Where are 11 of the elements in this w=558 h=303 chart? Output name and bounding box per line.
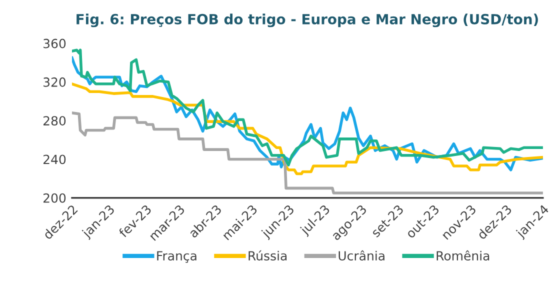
y-tick-label: 360 [44,38,66,48]
y-tick-label: 320 [44,77,66,87]
legend-label: Romênia [436,250,490,261]
y-tick-label: 280 [43,116,66,126]
chart-title: Fig. 6: Preços FOB do trigo - Europa e Mar Negro (USD/ton) [76,14,538,28]
line-series [72,111,543,194]
legend-label: Rússia [248,250,287,261]
y-tick-label: 240 [43,154,66,164]
y-tick-label: 200 [43,193,66,203]
legend-label: França [157,251,196,263]
legend-label: Ucrânia [338,250,384,261]
